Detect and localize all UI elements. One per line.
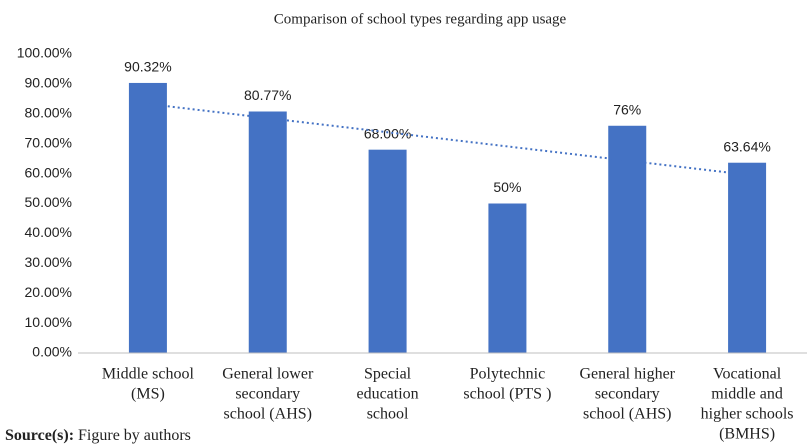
x-tick-label: middle and — [711, 386, 783, 403]
bar — [248, 111, 287, 353]
x-tick-label: school (AHS) — [583, 406, 671, 423]
value-label: 80.77% — [244, 87, 291, 103]
bar — [128, 82, 167, 353]
y-tick-label: 100.00% — [17, 45, 72, 61]
x-tick-label: school (AHS) — [224, 406, 312, 423]
bar — [608, 125, 647, 353]
y-tick-label: 60.00% — [25, 164, 72, 180]
x-tick-label: Vocational — [713, 366, 782, 383]
y-tick-label: 0.00% — [32, 344, 72, 360]
value-label: 90.32% — [124, 59, 171, 75]
y-tick-label: 50.00% — [25, 194, 72, 210]
x-tick-label: secondary — [235, 386, 300, 403]
x-tick-label: Middle school — [102, 366, 195, 383]
x-tick-label: school — [367, 406, 409, 423]
value-label: 76% — [613, 101, 641, 117]
chart-title: Comparison of school types regarding app… — [274, 11, 567, 27]
x-tick-label: (BMHS) — [719, 426, 775, 443]
bar — [728, 162, 767, 353]
x-tick-label: school (PTS ) — [463, 386, 551, 403]
source-text: Figure by authors — [78, 427, 191, 444]
x-tick-label: education — [356, 386, 418, 403]
value-label: 50% — [493, 179, 521, 195]
source-label: Source(s): — [5, 427, 74, 444]
value-label: 63.64% — [723, 138, 770, 154]
y-tick-label: 70.00% — [25, 134, 72, 150]
bar — [488, 203, 527, 353]
x-tick-label: higher schools — [701, 406, 794, 423]
x-tick-label: Special — [364, 366, 412, 383]
x-tick-label: (MS) — [131, 386, 165, 403]
source: Source(s): Figure by authors — [5, 427, 191, 444]
value-label: 68.00% — [364, 125, 411, 141]
x-tick-label: secondary — [595, 386, 660, 403]
y-tick-label: 10.00% — [25, 314, 72, 330]
trendline — [147, 102, 748, 176]
y-tick-label: 90.00% — [25, 75, 72, 91]
y-tick-label: 30.00% — [25, 254, 72, 270]
y-tick-label: 80.00% — [25, 105, 72, 121]
y-tick-label: 40.00% — [25, 224, 72, 240]
x-tick-label: General higher — [579, 366, 675, 383]
y-tick-label: 20.00% — [25, 284, 72, 300]
x-tick-label: General lower — [222, 366, 314, 383]
bar — [368, 149, 407, 353]
x-tick-label: Polytechnic — [470, 366, 546, 383]
